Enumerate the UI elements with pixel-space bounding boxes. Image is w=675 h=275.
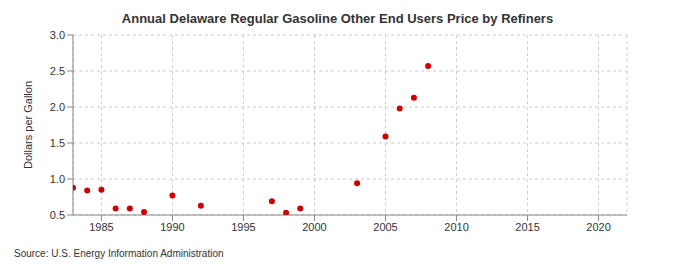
svg-text:2005: 2005 bbox=[373, 221, 397, 233]
svg-text:2.0: 2.0 bbox=[50, 101, 65, 113]
html-text:Source: U.S. Energy Informatio: Source: U.S. Energy Information Administ… bbox=[14, 248, 224, 259]
svg-text:0.5: 0.5 bbox=[50, 209, 65, 221]
svg-text:2000: 2000 bbox=[302, 221, 326, 233]
svg-text:2015: 2015 bbox=[515, 221, 539, 233]
svg-text:1995: 1995 bbox=[231, 221, 255, 233]
svg-text:3.0: 3.0 bbox=[50, 30, 65, 41]
svg-text:Dollars per Gallon: Dollars per Gallon bbox=[22, 81, 34, 169]
html-text:Annual Delaware Regular Gasoli: Annual Delaware Regular Gasoline Other E… bbox=[121, 11, 554, 26]
svg-text:2020: 2020 bbox=[586, 221, 610, 233]
svg-text:2.5: 2.5 bbox=[50, 65, 65, 77]
svg-text:1985: 1985 bbox=[89, 221, 113, 233]
svg-text:2010: 2010 bbox=[444, 221, 468, 233]
svg-text:1.0: 1.0 bbox=[50, 173, 65, 185]
svg-text:1.5: 1.5 bbox=[50, 137, 65, 149]
svg-text:1990: 1990 bbox=[160, 221, 184, 233]
